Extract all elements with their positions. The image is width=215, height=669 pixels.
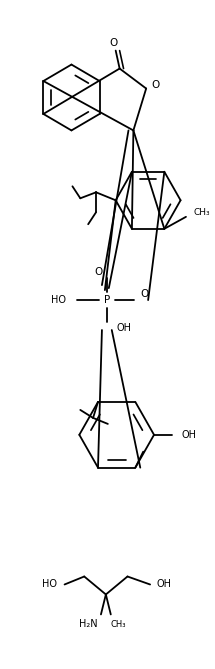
Text: HO: HO [51,295,66,305]
Text: OH: OH [157,579,172,589]
Text: CH₃: CH₃ [111,620,126,629]
Text: P: P [104,295,110,305]
Text: O: O [152,80,160,90]
Text: O: O [140,289,149,299]
Text: O: O [110,37,118,47]
Text: HO: HO [42,579,57,589]
Text: OH: OH [117,323,132,333]
Text: OH: OH [181,429,197,440]
Text: O: O [95,267,103,277]
Text: H₂N: H₂N [79,619,98,630]
Text: CH₃: CH₃ [194,208,210,217]
